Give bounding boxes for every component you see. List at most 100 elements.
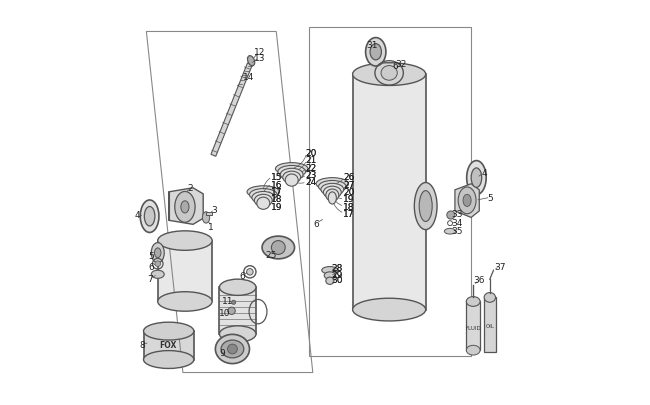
Ellipse shape — [445, 229, 456, 234]
Text: 26: 26 — [343, 173, 354, 182]
Ellipse shape — [322, 267, 338, 274]
Text: 30: 30 — [332, 276, 343, 285]
Text: 22: 22 — [305, 163, 317, 172]
Text: 27: 27 — [343, 180, 354, 189]
Circle shape — [228, 307, 235, 315]
Polygon shape — [211, 64, 252, 157]
Ellipse shape — [352, 298, 426, 321]
Ellipse shape — [155, 248, 161, 258]
Ellipse shape — [471, 168, 482, 188]
Circle shape — [227, 344, 237, 354]
Ellipse shape — [144, 207, 155, 226]
Text: 18: 18 — [270, 195, 282, 204]
Ellipse shape — [466, 345, 480, 355]
Text: OIL: OIL — [486, 324, 494, 328]
Ellipse shape — [140, 200, 159, 233]
Ellipse shape — [419, 191, 432, 222]
Text: 28: 28 — [332, 264, 343, 273]
Ellipse shape — [280, 169, 303, 181]
Ellipse shape — [215, 335, 250, 364]
Text: 17: 17 — [270, 188, 282, 196]
Circle shape — [155, 261, 161, 267]
Ellipse shape — [151, 271, 164, 279]
Text: 19: 19 — [270, 202, 282, 211]
Text: 20: 20 — [343, 188, 354, 196]
Text: 29: 29 — [332, 270, 343, 279]
Text: 37: 37 — [494, 262, 505, 271]
Ellipse shape — [467, 161, 486, 195]
Polygon shape — [158, 241, 212, 302]
Text: 15: 15 — [270, 173, 282, 182]
Ellipse shape — [370, 45, 382, 61]
Text: 24: 24 — [305, 178, 317, 187]
Text: 31: 31 — [366, 41, 378, 50]
Text: 4: 4 — [482, 169, 487, 178]
Text: 26: 26 — [343, 173, 354, 182]
Text: 36: 36 — [474, 276, 485, 285]
Text: 1: 1 — [209, 222, 214, 231]
Text: 22: 22 — [305, 163, 317, 172]
Text: 32: 32 — [396, 60, 407, 69]
Ellipse shape — [175, 192, 195, 223]
Text: 14: 14 — [243, 73, 254, 82]
Text: 27: 27 — [343, 180, 354, 189]
Text: 35: 35 — [452, 226, 463, 235]
Text: 18: 18 — [343, 202, 354, 211]
Text: 7: 7 — [148, 274, 153, 283]
Text: 3: 3 — [212, 205, 218, 214]
Ellipse shape — [324, 272, 335, 279]
Text: 18: 18 — [343, 202, 354, 211]
Polygon shape — [484, 298, 495, 352]
Text: 19: 19 — [343, 195, 354, 204]
Polygon shape — [207, 212, 212, 215]
Text: 23: 23 — [305, 171, 317, 179]
Text: 23: 23 — [305, 171, 317, 179]
Text: 10: 10 — [218, 308, 230, 317]
Text: 20: 20 — [305, 149, 317, 158]
Ellipse shape — [276, 163, 308, 175]
Text: 9: 9 — [219, 348, 225, 357]
Ellipse shape — [278, 166, 306, 178]
Text: 13: 13 — [254, 54, 265, 63]
Polygon shape — [455, 184, 479, 218]
Ellipse shape — [247, 186, 280, 198]
Polygon shape — [169, 188, 203, 225]
Ellipse shape — [262, 237, 294, 259]
Text: 8: 8 — [140, 341, 145, 350]
Ellipse shape — [248, 57, 255, 66]
Polygon shape — [466, 302, 480, 350]
Ellipse shape — [365, 38, 386, 67]
Text: 19: 19 — [270, 202, 282, 211]
Ellipse shape — [458, 188, 476, 214]
Text: 29: 29 — [332, 270, 343, 279]
Text: 24: 24 — [305, 178, 317, 187]
Ellipse shape — [352, 64, 426, 86]
Text: 33: 33 — [452, 209, 463, 218]
Text: 12: 12 — [254, 48, 265, 57]
Text: 21: 21 — [305, 156, 317, 165]
Text: 30: 30 — [332, 276, 343, 285]
Ellipse shape — [326, 277, 334, 285]
Polygon shape — [352, 75, 426, 310]
Ellipse shape — [144, 322, 194, 340]
Ellipse shape — [324, 187, 341, 199]
Ellipse shape — [252, 192, 275, 204]
Ellipse shape — [283, 172, 301, 184]
Text: 5: 5 — [148, 252, 154, 260]
Text: 4: 4 — [135, 210, 140, 219]
Text: FOX: FOX — [159, 341, 176, 350]
Text: 20: 20 — [305, 149, 317, 158]
Text: 5: 5 — [488, 193, 493, 202]
Text: 6: 6 — [392, 62, 398, 71]
Text: 25: 25 — [266, 251, 277, 260]
Ellipse shape — [181, 201, 189, 213]
Text: FLUID: FLUID — [465, 326, 481, 330]
Ellipse shape — [158, 292, 212, 311]
Circle shape — [272, 241, 285, 255]
Ellipse shape — [254, 195, 272, 207]
Text: 34: 34 — [452, 218, 463, 227]
Polygon shape — [220, 288, 256, 334]
Ellipse shape — [250, 189, 277, 201]
Ellipse shape — [463, 195, 471, 207]
Ellipse shape — [466, 297, 480, 307]
